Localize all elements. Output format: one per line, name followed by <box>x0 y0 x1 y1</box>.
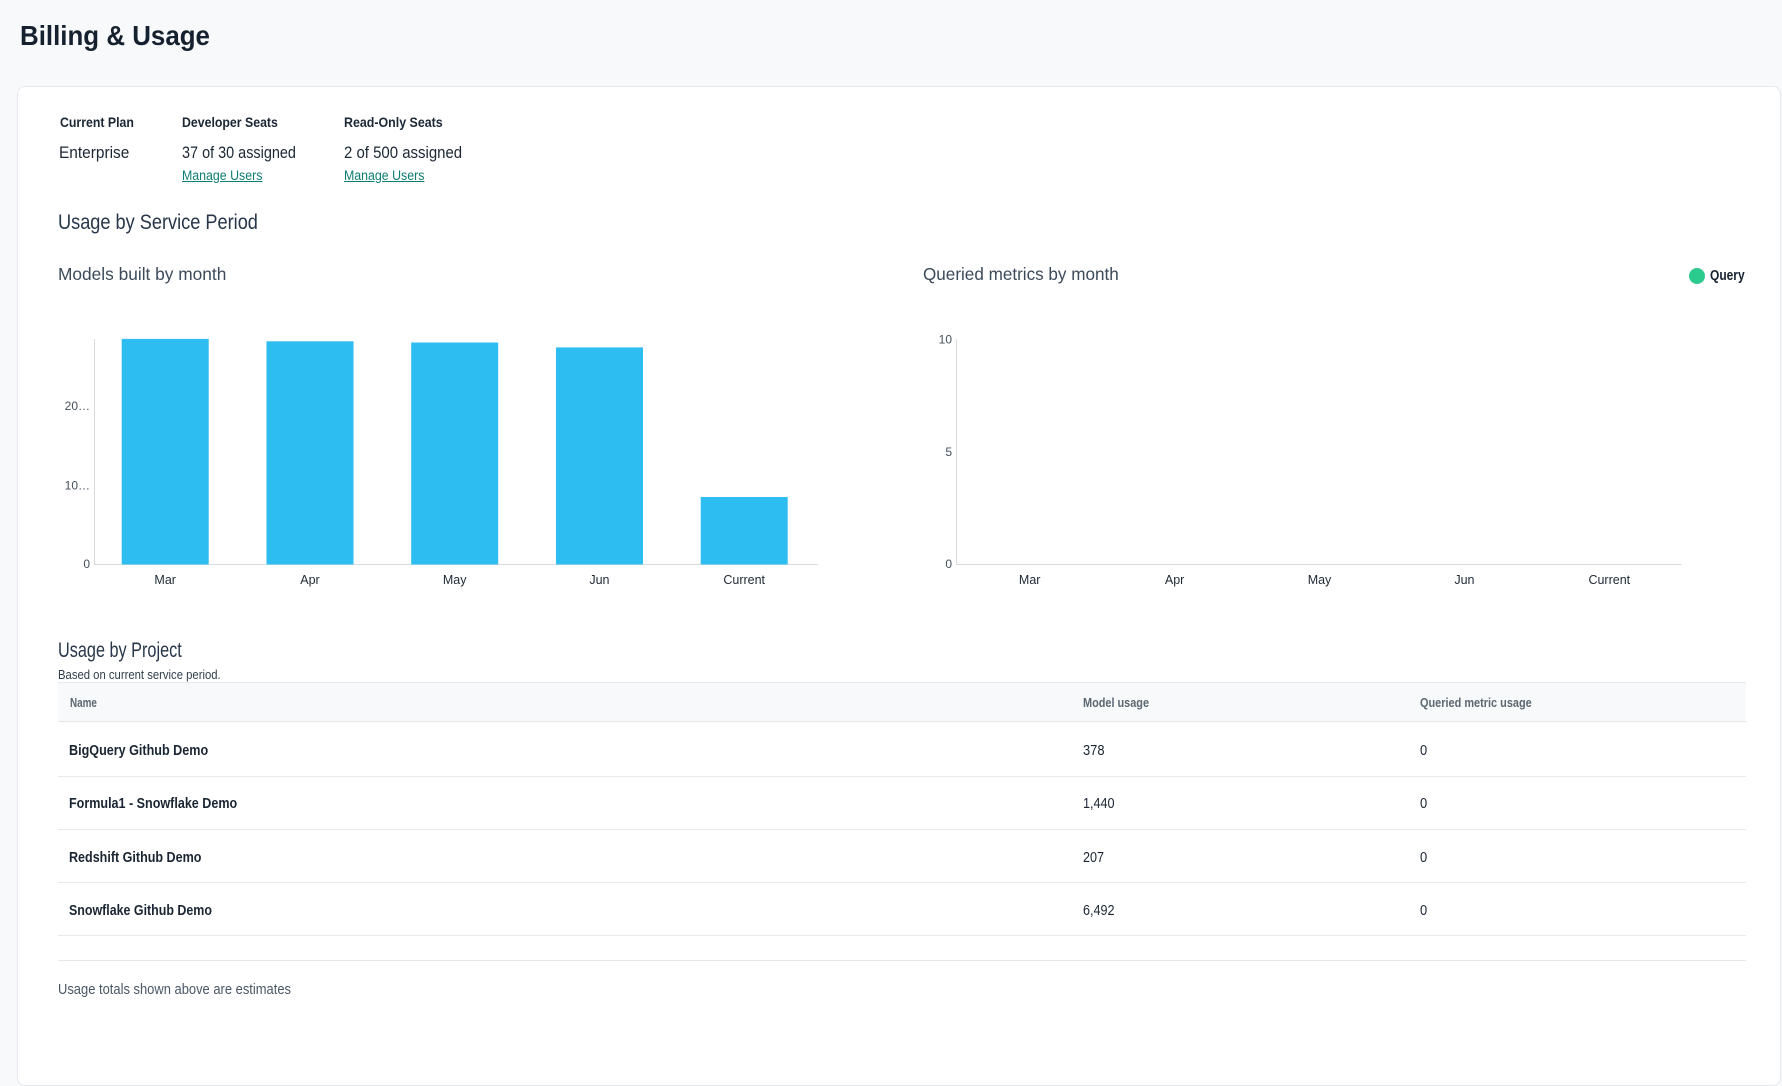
svg-text:May: May <box>1308 573 1332 587</box>
svg-text:10: 10 <box>939 333 953 347</box>
svg-text:Apr: Apr <box>300 573 319 587</box>
svg-text:Mar: Mar <box>154 573 176 587</box>
svg-text:Jun: Jun <box>589 573 609 587</box>
svg-text:May: May <box>443 573 467 587</box>
svg-text:Current: Current <box>1588 573 1630 587</box>
svg-text:0: 0 <box>945 557 952 571</box>
svg-text:20…: 20… <box>65 399 90 413</box>
svg-text:5: 5 <box>945 445 952 459</box>
svg-text:10…: 10… <box>65 478 90 492</box>
svg-text:Mar: Mar <box>1019 573 1041 587</box>
svg-text:0: 0 <box>83 557 90 571</box>
svg-text:Apr: Apr <box>1165 573 1184 587</box>
svg-text:Jun: Jun <box>1454 573 1474 587</box>
svg-text:Current: Current <box>723 573 765 587</box>
